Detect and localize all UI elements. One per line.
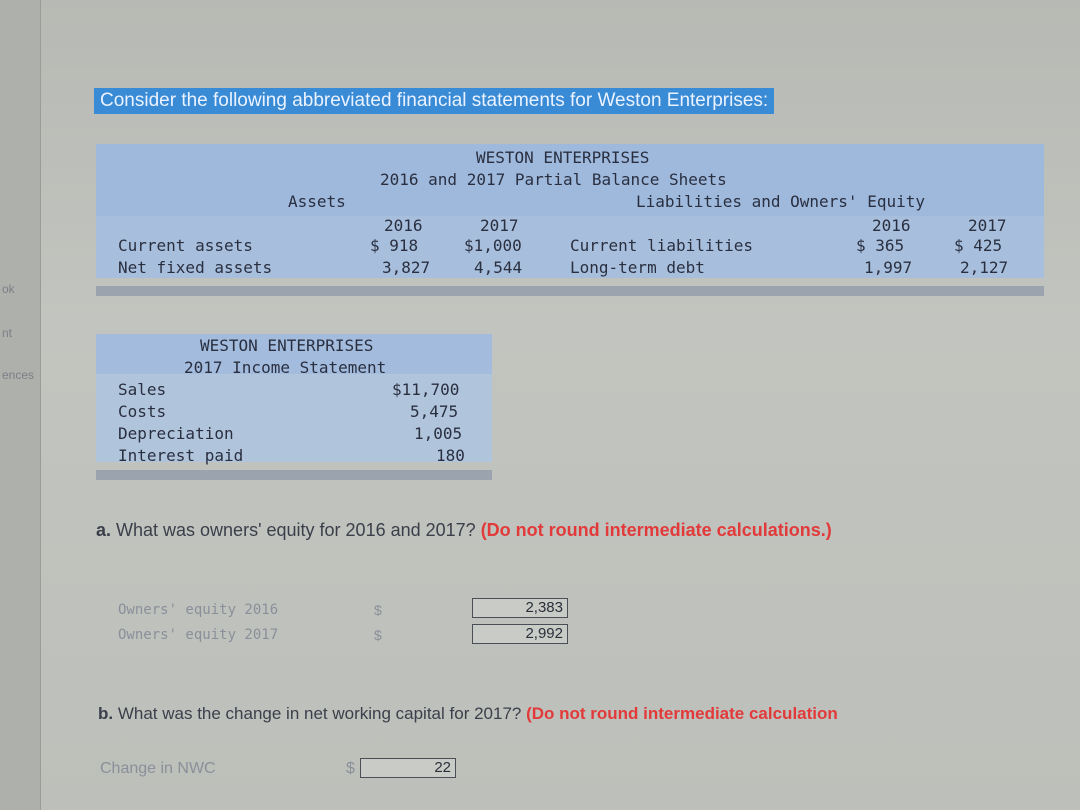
balance-sheet: WESTON ENTERPRISES 2016 and 2017 Partial… — [96, 144, 1044, 278]
income-value: 180 — [436, 446, 465, 465]
asset-value-2017: $1,000 — [464, 236, 522, 255]
liability-label: Current liabilities — [570, 236, 754, 255]
income-label: Costs — [118, 402, 167, 421]
income-label: Depreciation — [118, 424, 234, 443]
dollar-sign: $ — [374, 602, 382, 618]
asset-value-2017: 4,544 — [474, 258, 523, 277]
income-statement: WESTON ENTERPRISES 2017 Income Statement… — [96, 334, 492, 465]
assets-header: Assets — [288, 192, 346, 211]
question-a: a. What was owners' equity for 2016 and … — [96, 520, 832, 541]
liability-value-2017: $ 425 — [954, 236, 1003, 255]
sidebar-item[interactable]: ences — [2, 368, 35, 382]
question-a-prefix: a. — [96, 520, 112, 540]
question-a-note: (Do not round intermediate calculations.… — [475, 520, 832, 540]
income-value: $11,700 — [392, 380, 460, 399]
liability-value-2016: 1,997 — [864, 258, 913, 277]
sidebar-item[interactable]: nt — [2, 326, 13, 340]
liabilities-header: Liabilities and Owners' Equity — [636, 192, 925, 211]
bs-title: 2016 and 2017 Partial Balance Sheets — [380, 170, 727, 189]
bs-company: WESTON ENTERPRISES — [476, 148, 650, 167]
liab-year-2016: 2016 — [872, 216, 911, 235]
asset-value-2016: $ 918 — [370, 236, 419, 255]
income-label: Sales — [118, 380, 167, 399]
divider — [96, 470, 492, 480]
question-b-note: (Do not round intermediate calculation — [521, 704, 838, 723]
income-label: Interest paid — [118, 446, 244, 465]
income-value: 1,005 — [414, 424, 463, 443]
liability-label: Long-term debt — [570, 258, 705, 277]
asset-year-2017: 2017 — [480, 216, 519, 235]
asset-value-2016: 3,827 — [382, 258, 431, 277]
question-b: b. What was the change in net working ca… — [98, 704, 838, 724]
is-company: WESTON ENTERPRISES — [200, 336, 374, 355]
question-a-text: What was owners' equity for 2016 and 201… — [111, 520, 476, 540]
owners-equity-2016-input[interactable]: 2,383 — [472, 598, 568, 618]
question-b-text: What was the change in net working capit… — [113, 704, 522, 723]
intro-text: Consider the following abbreviated finan… — [94, 88, 775, 114]
income-value: 5,475 — [410, 402, 459, 421]
is-title: 2017 Income Statement — [184, 358, 387, 377]
asset-label: Current assets — [118, 236, 253, 255]
sidebar-item[interactable]: ok — [2, 282, 15, 296]
answer-label-2017: Owners' equity 2017 — [118, 627, 279, 643]
dollar-sign: $ — [346, 760, 355, 777]
owners-equity-2017-input[interactable]: 2,992 — [472, 624, 568, 644]
liability-value-2017: 2,127 — [960, 258, 1009, 277]
liab-year-2017: 2017 — [968, 216, 1007, 235]
liability-value-2016: $ 365 — [856, 236, 905, 255]
asset-year-2016: 2016 — [384, 216, 423, 235]
answer-label-2016: Owners' equity 2016 — [118, 602, 279, 618]
change-in-nwc-input[interactable]: 22 — [360, 758, 456, 778]
answer-label-nwc: Change in NWC — [100, 760, 216, 777]
asset-label: Net fixed assets — [118, 258, 273, 277]
dollar-sign: $ — [374, 627, 382, 643]
question-b-prefix: b. — [98, 704, 114, 723]
sidebar: ok nt ences — [0, 0, 41, 810]
divider — [96, 286, 1044, 296]
